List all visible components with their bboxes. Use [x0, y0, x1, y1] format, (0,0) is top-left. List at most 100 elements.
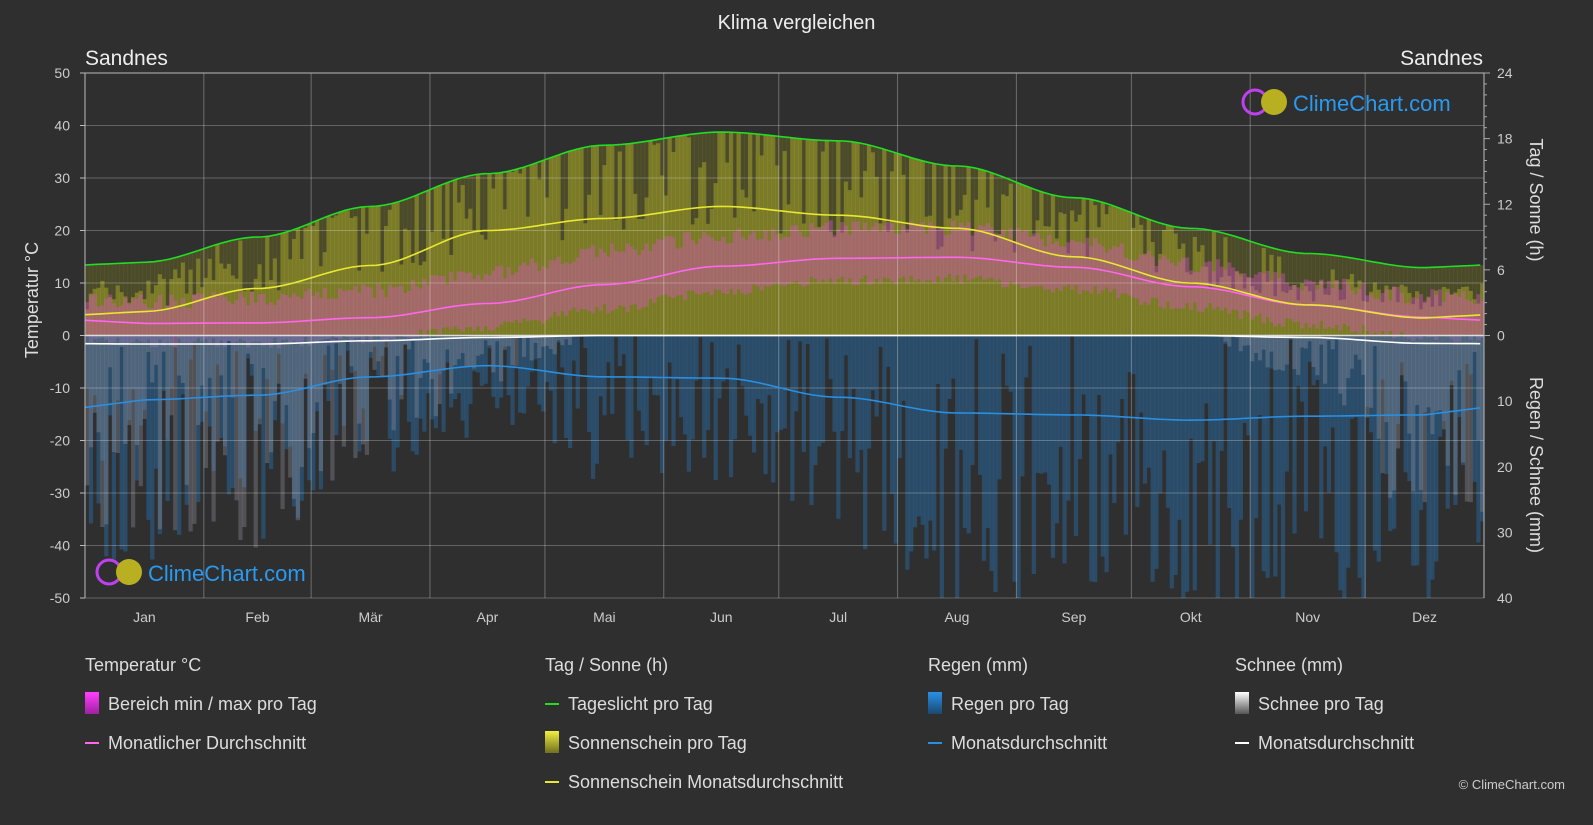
snow-bar [1457, 335, 1462, 371]
snow-bar [299, 335, 304, 467]
sunshine-bar [1185, 272, 1190, 336]
rain-bar [1407, 335, 1412, 482]
temp-range-bar [644, 243, 649, 307]
sunshine-bar [1472, 299, 1477, 336]
snow-bar [429, 335, 435, 379]
temp-range-bar [1300, 290, 1305, 329]
rain-bar [981, 335, 987, 561]
sunshine-bar [989, 172, 994, 336]
rain-bar [92, 335, 97, 396]
temp-range-bar [518, 265, 523, 323]
temp-range-bar [1020, 231, 1025, 289]
sunshine-bar [498, 172, 504, 336]
sunshine-bar [150, 293, 155, 336]
snow-bar [1250, 335, 1255, 362]
temp-range-bar [341, 291, 347, 335]
sunshine-bar [1303, 286, 1309, 336]
sunshine-bar [1100, 202, 1105, 336]
sunshine-bar [602, 165, 607, 336]
sunshine-bar [1150, 242, 1155, 336]
sunshine-bar [452, 179, 458, 336]
sunshine-bar [759, 155, 764, 336]
temp-range-bar [1238, 276, 1243, 319]
sunshine-bar [847, 190, 852, 336]
sunshine-bar [1031, 236, 1036, 336]
temp-range-bar [207, 296, 212, 346]
rain-bar [1108, 335, 1113, 455]
rain-bar [1403, 335, 1408, 473]
sunshine-bar-bg [1342, 256, 1347, 336]
sunshine-bar-bg [276, 234, 281, 336]
rain-bar [322, 335, 327, 355]
temp-range-bar [1119, 243, 1125, 294]
sunshine-bar [794, 138, 799, 336]
temp-range-bar [464, 273, 469, 328]
snow-bar [173, 335, 178, 531]
sunshine-bar [1449, 294, 1454, 336]
snow-bar [399, 335, 404, 400]
sunshine-bar [245, 289, 251, 336]
sunshine-bar [307, 223, 312, 336]
rain-bar [863, 335, 868, 550]
sunshine-bar [1261, 248, 1266, 336]
snow-bar [514, 335, 519, 367]
snow-bar [188, 335, 193, 532]
snow-bar [1269, 335, 1274, 352]
sunshine-bar-bg [1296, 252, 1301, 336]
rain-bar [935, 335, 941, 385]
sunshine-bar [966, 166, 971, 336]
temp-range-bar [127, 304, 132, 344]
rain-bar [1468, 335, 1473, 375]
rain-bar [176, 335, 182, 535]
rain-bar [1380, 335, 1385, 380]
snow-bar [564, 335, 569, 340]
temp-range-bar [203, 298, 209, 340]
temp-range-bar [1208, 261, 1213, 304]
rain-bar [1016, 335, 1021, 598]
snow-bar [249, 335, 255, 365]
sunshine-bar [280, 233, 285, 336]
snow-bar [253, 335, 258, 548]
snow-bar [1480, 335, 1485, 512]
snow-bar [142, 335, 147, 419]
svg-text:ClimeChart.com: ClimeChart.com [1293, 91, 1451, 116]
temp-range-bar [422, 278, 427, 338]
sunshine-bar [123, 296, 128, 336]
sunshine-bar [1177, 248, 1182, 336]
rain-bar [598, 335, 603, 397]
rain-bar [897, 335, 902, 459]
temp-range-bar [771, 228, 776, 285]
temp-range-bar [1066, 242, 1071, 285]
rain-bar [786, 335, 791, 340]
sunshine-bar [322, 252, 327, 336]
temp-range-bar [974, 228, 979, 278]
snow-bar [1223, 335, 1228, 342]
rain-bar [736, 335, 741, 345]
snow-bar [1411, 335, 1416, 492]
temp-range-bar [1445, 291, 1450, 337]
snow-bar [1319, 335, 1324, 345]
sunshine-bar-bg [85, 264, 90, 336]
temp-range-bar [322, 287, 327, 339]
rain-bar [510, 335, 515, 425]
sunshine-bar-bg [1438, 266, 1443, 336]
temp-range-bar [1330, 288, 1335, 329]
snow-bar [115, 335, 120, 453]
sunshine-bar [1346, 279, 1351, 336]
rain-bar [878, 335, 883, 347]
y-tick-right-top: 12 [1497, 196, 1513, 212]
rain-bar [311, 335, 316, 491]
rain-bar [96, 335, 101, 504]
rain-bar [1464, 335, 1470, 365]
sunshine-bar [993, 241, 998, 336]
rain-bar [924, 335, 929, 559]
sunshine-bar [675, 136, 680, 336]
snow-bar [472, 335, 477, 369]
x-tick-month: Aug [945, 609, 970, 625]
rain-bar [893, 335, 898, 544]
snow-bar [387, 335, 393, 400]
legend-rain-header: Regen (mm) [928, 655, 1029, 675]
y-tick-left: -30 [50, 485, 70, 501]
sunshine-bar [709, 208, 714, 336]
snow-bar [165, 335, 170, 440]
